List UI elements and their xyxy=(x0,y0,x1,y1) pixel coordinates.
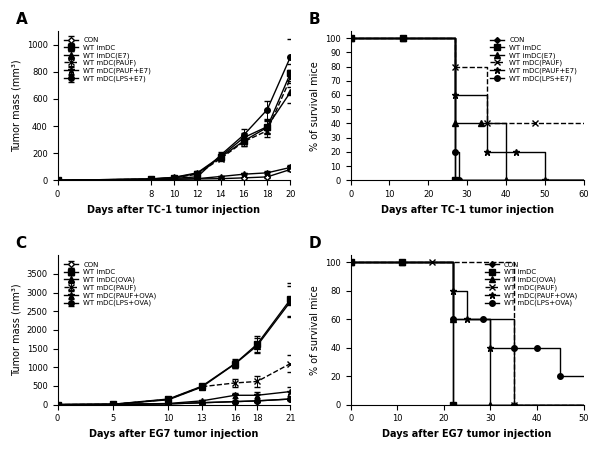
Legend: CON, WT imDC, WT imDC(E7), WT mDC(PAUF), WT mDC(PAUF+E7), WT mDC(LPS+E7): CON, WT imDC, WT imDC(E7), WT mDC(PAUF),… xyxy=(487,35,580,85)
Y-axis label: % of survival mice: % of survival mice xyxy=(310,285,320,375)
Legend: CON, WT imDC, WT imDC(OVA), WT mDC(PAUF), WT mDC(PAUF+OVA), WT mDC(LPS+OVA): CON, WT imDC, WT imDC(OVA), WT mDC(PAUF)… xyxy=(61,259,159,309)
Y-axis label: % of survival mice: % of survival mice xyxy=(310,61,320,150)
Text: D: D xyxy=(308,236,322,251)
X-axis label: Days after EG7 tumor injection: Days after EG7 tumor injection xyxy=(382,429,552,439)
Text: B: B xyxy=(308,12,320,27)
Legend: CON, WT imDC, WT imDC(OVA), WT mDC(PAUF), WT mDC(PAUF+OVA), WT mDC(LPS+OVA): CON, WT imDC, WT imDC(OVA), WT mDC(PAUF)… xyxy=(482,259,580,309)
Y-axis label: Tumor mass (mm³): Tumor mass (mm³) xyxy=(11,284,21,376)
Legend: CON, WT imDC, WT imDC(E7), WT mDC(PAUF), WT mDC(PAUF+E7), WT mDC(LPS+E7): CON, WT imDC, WT imDC(E7), WT mDC(PAUF),… xyxy=(61,35,154,85)
Text: A: A xyxy=(16,12,28,27)
X-axis label: Days after EG7 tumor injection: Days after EG7 tumor injection xyxy=(89,429,259,439)
Y-axis label: Tumor mass (mm³): Tumor mass (mm³) xyxy=(11,59,21,152)
X-axis label: Days after TC-1 tumor injection: Days after TC-1 tumor injection xyxy=(88,205,260,215)
X-axis label: Days after TC-1 tumor injection: Days after TC-1 tumor injection xyxy=(380,205,554,215)
Text: C: C xyxy=(16,236,27,251)
